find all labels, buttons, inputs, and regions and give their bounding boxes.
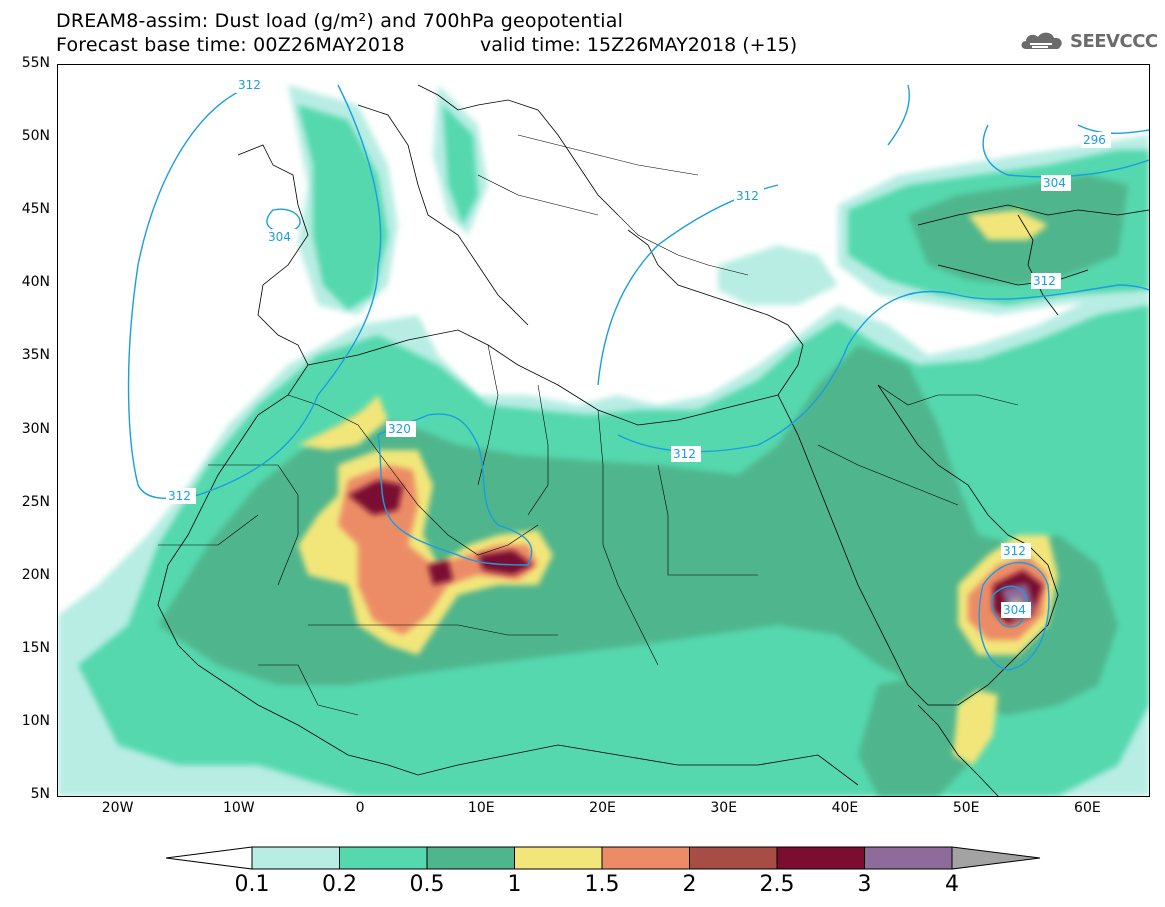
forecast-base-time: Forecast base time: 00Z26MAY2018: [56, 34, 405, 56]
lat-tick-label: 45N: [21, 201, 50, 218]
map-title: DREAM8-assim: Dust load (g/m²) and 700hP…: [56, 10, 624, 32]
contour-label: 312: [1003, 544, 1026, 558]
colorbar-tick-label: 3: [857, 872, 872, 897]
contour-label: 304: [1003, 603, 1026, 617]
lat-tick-label: 30N: [21, 420, 50, 437]
colorbar-segment: [689, 846, 778, 870]
colorbar-tick-label: 4: [945, 872, 959, 897]
map-canvas: 312 304 320 312 312 296 304 312 312 304 …: [58, 77, 1149, 796]
latitude-axis: 55N 50N 45N 40N 35N 30N 25N 20N 15N 10N 5N: [0, 0, 52, 907]
valid-time: valid time: 15Z26MAY2018 (+15): [480, 34, 798, 56]
lat-tick-label: 55N: [21, 55, 50, 71]
colorbar-segment: [339, 846, 428, 870]
seevccc-logo: SEEVCCC: [1018, 28, 1158, 54]
contour-label: 320: [388, 422, 411, 436]
lat-tick-label: 20N: [21, 566, 50, 583]
cloud-icon: [1021, 32, 1062, 49]
lat-tick-label: 5N: [30, 786, 50, 802]
colorbar-segment: [514, 846, 603, 870]
contour-labels: 312 304 320 312 312 296 304 312 312 304 …: [166, 77, 1111, 618]
lat-tick-label: 25N: [21, 493, 50, 510]
lon-tick-label: 30E: [710, 800, 738, 816]
lon-tick-label: 20E: [589, 800, 616, 816]
logo-text: SEEVCCC: [1070, 30, 1158, 52]
borders: [158, 134, 1019, 716]
colorbar-over-arrow: [951, 846, 1041, 870]
colorbar-tick-label: 2.5: [759, 872, 795, 897]
contour-label: 304: [268, 230, 291, 244]
colorbar-segment: [601, 846, 690, 870]
lon-tick-label: 50E: [952, 800, 980, 816]
contour-label: 312: [1033, 274, 1056, 288]
contour-label: 304: [1043, 176, 1066, 190]
lat-tick-label: 15N: [21, 639, 50, 656]
contour-label: 312: [168, 489, 191, 503]
lon-tick-label: 60E: [1074, 800, 1101, 816]
colorbar-tick-label: 0.5: [409, 872, 445, 897]
colorbar-segment: [776, 846, 865, 870]
contour-label: 312: [673, 447, 696, 461]
colorbar-tick-label: 0.2: [322, 872, 357, 897]
colorbar-segment: [426, 846, 515, 870]
contour-label: 296: [1083, 133, 1106, 147]
lon-tick-label: 10W: [222, 800, 255, 816]
lat-tick-label: 50N: [21, 128, 50, 145]
lat-tick-label: 35N: [21, 347, 50, 364]
colorbar-tick-label: 2: [682, 872, 697, 897]
colorbar-tick-label: 1.5: [584, 872, 620, 897]
lon-tick-label: 0: [355, 800, 365, 816]
contour-label: 312: [736, 189, 759, 203]
lon-tick-label: 10E: [467, 800, 495, 816]
coastlines: [157, 84, 1149, 796]
lat-tick-label: 10N: [21, 712, 50, 729]
lon-tick-label: 40E: [831, 800, 859, 816]
colorbar-under-arrow: [165, 846, 253, 870]
lat-tick-label: 40N: [21, 274, 50, 291]
dust-load-map: 312 304 320 312 312 296 304 312 312 304 …: [57, 64, 1150, 797]
colorbar-tick-label: 0.1: [234, 872, 270, 897]
contour-label: 312: [238, 78, 261, 92]
colorbar-tick-label: 1: [507, 872, 522, 897]
lon-tick-label: 20W: [101, 800, 134, 816]
colorbar-segment: [864, 846, 953, 870]
geopotential-contours: [127, 84, 1149, 671]
colorbar-segment: [251, 846, 340, 870]
